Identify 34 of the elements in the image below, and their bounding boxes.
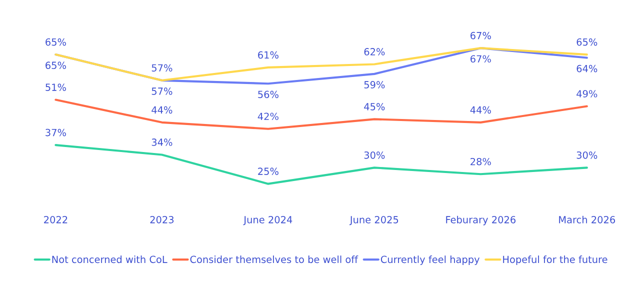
data-label: 42% [258,112,278,120]
data-label: 62% [364,48,385,56]
legend-label: Currently feel happy [380,256,480,265]
x-tick-label: 2022 [44,216,68,224]
data-label: 45% [364,103,385,110]
data-label: 44% [152,106,172,114]
legend-label: Hopeful for the future [503,256,608,265]
data-label: 51% [46,84,66,91]
x-tick-label: June 2025 [349,216,398,226]
data-label: 30% [364,151,385,159]
data-label: 34% [152,138,172,146]
data-label: 65% [46,38,66,46]
x-tick-label: 2023 [150,216,174,224]
data-label: 65% [46,62,66,70]
data-label: 65% [576,38,598,46]
data-label: 64% [576,64,598,72]
x-tick-label: March 2026 [559,216,616,224]
data-label: 25% [258,168,278,175]
data-label: 67% [470,55,491,63]
x-tick-label: June 2024 [243,216,292,226]
data-label: 30% [576,151,598,159]
data-label: 28% [470,158,491,166]
data-label: 49% [576,90,598,98]
data-label: 37% [46,128,66,136]
data-label: 57% [152,64,172,72]
data-label: 67% [470,32,491,40]
data-label: 57% [152,88,172,95]
data-label: 56% [258,90,278,98]
data-label: 59% [364,81,385,88]
legend-label: Not concerned with CoL [52,256,168,264]
data-label: 44% [470,106,491,114]
data-label: 61% [258,51,278,59]
legend-label: Consider themselves to be well off [190,256,358,264]
x-tick-label: Feburary 2026 [446,216,516,226]
